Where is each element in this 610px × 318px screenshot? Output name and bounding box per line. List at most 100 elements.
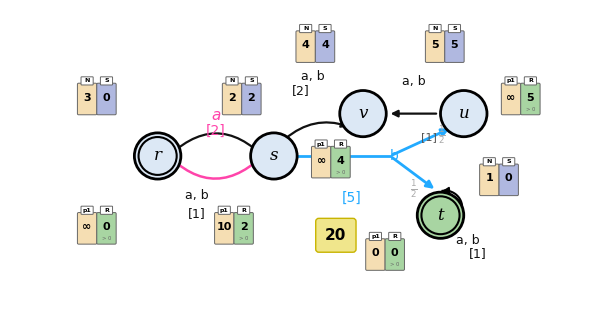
Circle shape	[440, 91, 487, 137]
Text: 2: 2	[240, 222, 248, 232]
FancyBboxPatch shape	[445, 31, 464, 62]
Text: b: b	[390, 149, 398, 163]
Text: a, b: a, b	[456, 234, 479, 247]
FancyBboxPatch shape	[448, 24, 461, 33]
FancyArrowPatch shape	[165, 150, 268, 179]
Text: 0: 0	[102, 222, 110, 232]
Text: r: r	[154, 148, 162, 164]
Text: p1: p1	[507, 79, 515, 83]
FancyBboxPatch shape	[525, 77, 536, 85]
Text: [1]: [1]	[187, 207, 205, 220]
FancyArrowPatch shape	[163, 133, 267, 162]
FancyBboxPatch shape	[483, 158, 495, 166]
FancyBboxPatch shape	[389, 232, 401, 240]
Text: a, b: a, b	[185, 189, 208, 202]
Text: 4: 4	[321, 40, 329, 50]
Text: [2]: [2]	[206, 124, 226, 138]
Text: 2: 2	[228, 93, 236, 102]
FancyBboxPatch shape	[300, 24, 312, 33]
Text: R: R	[241, 208, 246, 213]
FancyBboxPatch shape	[234, 212, 253, 244]
FancyBboxPatch shape	[97, 83, 116, 115]
Text: N: N	[487, 159, 492, 164]
Text: R: R	[392, 234, 397, 239]
FancyBboxPatch shape	[385, 239, 404, 270]
Text: a, b: a, b	[301, 70, 325, 83]
FancyBboxPatch shape	[366, 239, 385, 270]
Text: v: v	[358, 105, 368, 122]
Text: p1: p1	[317, 142, 326, 147]
FancyBboxPatch shape	[315, 140, 327, 148]
Text: S: S	[506, 159, 511, 164]
Text: N: N	[432, 26, 438, 31]
FancyBboxPatch shape	[334, 140, 346, 148]
Text: R: R	[338, 142, 343, 147]
FancyBboxPatch shape	[81, 77, 93, 85]
FancyBboxPatch shape	[97, 212, 116, 244]
Text: > 0: > 0	[239, 236, 248, 241]
Text: 5: 5	[526, 93, 534, 102]
Text: S: S	[452, 26, 457, 31]
FancyBboxPatch shape	[315, 31, 335, 62]
FancyBboxPatch shape	[521, 83, 540, 115]
Text: 5: 5	[431, 40, 439, 50]
Text: S: S	[104, 79, 109, 83]
Text: 0: 0	[371, 248, 379, 258]
FancyBboxPatch shape	[479, 164, 499, 196]
Text: 3: 3	[84, 93, 91, 102]
FancyArrowPatch shape	[393, 130, 447, 155]
Text: > 0: > 0	[390, 262, 400, 267]
Text: a: a	[211, 108, 220, 123]
Text: $\frac{1}{2}$: $\frac{1}{2}$	[438, 124, 446, 146]
FancyBboxPatch shape	[215, 212, 234, 244]
Text: t: t	[437, 207, 444, 224]
Text: 4: 4	[302, 40, 310, 50]
FancyBboxPatch shape	[425, 31, 445, 62]
Text: [5]: [5]	[342, 191, 361, 205]
FancyBboxPatch shape	[101, 206, 113, 214]
FancyBboxPatch shape	[226, 77, 238, 85]
Text: [2]: [2]	[292, 84, 310, 97]
Text: 0: 0	[505, 173, 512, 183]
Text: > 0: > 0	[526, 107, 535, 112]
Text: S: S	[323, 26, 328, 31]
FancyBboxPatch shape	[429, 24, 441, 33]
FancyBboxPatch shape	[77, 212, 97, 244]
Circle shape	[417, 192, 464, 238]
Text: a, b: a, b	[401, 75, 425, 88]
Text: > 0: > 0	[102, 236, 111, 241]
Text: p1: p1	[83, 208, 92, 213]
FancyBboxPatch shape	[77, 83, 97, 115]
Text: 5: 5	[451, 40, 458, 50]
FancyBboxPatch shape	[499, 164, 518, 196]
FancyBboxPatch shape	[237, 206, 249, 214]
Text: u: u	[458, 105, 469, 122]
FancyBboxPatch shape	[296, 31, 315, 62]
Circle shape	[251, 133, 297, 179]
FancyBboxPatch shape	[319, 24, 331, 33]
FancyBboxPatch shape	[222, 83, 242, 115]
Text: ∞: ∞	[506, 93, 515, 102]
Text: S: S	[249, 79, 254, 83]
Text: > 0: > 0	[336, 170, 345, 175]
Text: N: N	[84, 79, 90, 83]
Text: $\frac{1}{2}$: $\frac{1}{2}$	[409, 178, 417, 200]
Text: 10: 10	[217, 222, 232, 232]
Text: 2: 2	[248, 93, 255, 102]
FancyBboxPatch shape	[331, 146, 350, 178]
Text: N: N	[229, 79, 235, 83]
Text: p1: p1	[220, 208, 229, 213]
FancyBboxPatch shape	[245, 77, 257, 85]
Text: ∞: ∞	[82, 222, 92, 232]
Text: R: R	[528, 79, 533, 83]
Text: 1: 1	[486, 173, 493, 183]
Text: 0: 0	[102, 93, 110, 102]
Text: N: N	[303, 26, 308, 31]
Text: 4: 4	[337, 156, 345, 166]
FancyBboxPatch shape	[81, 206, 93, 214]
FancyBboxPatch shape	[312, 146, 331, 178]
Text: 0: 0	[391, 248, 398, 258]
Text: ∞: ∞	[317, 156, 326, 166]
FancyBboxPatch shape	[316, 218, 356, 252]
Text: 20: 20	[325, 228, 346, 243]
